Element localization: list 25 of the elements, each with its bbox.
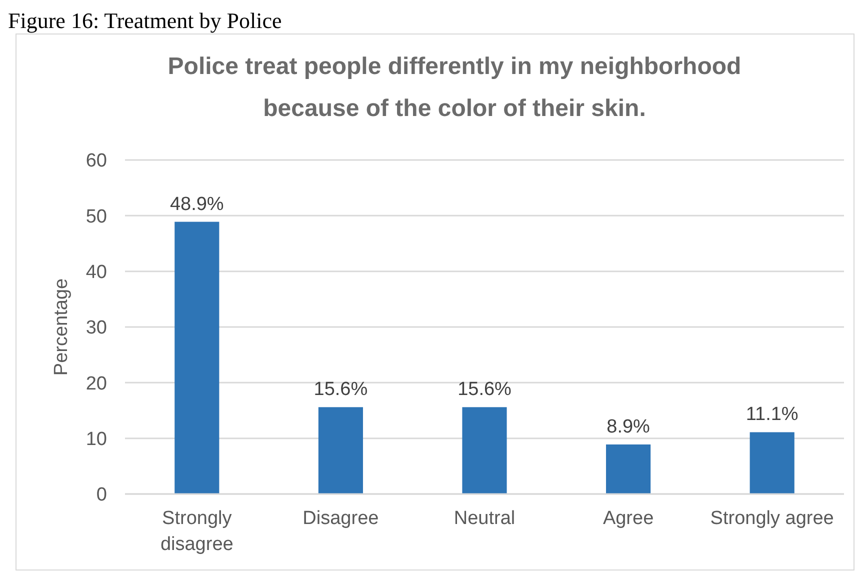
data-label: 15.6% <box>314 379 368 400</box>
data-label: 15.6% <box>458 379 512 400</box>
bar <box>174 222 220 494</box>
data-label: 11.1% <box>746 404 798 426</box>
y-axis-title: Percentage <box>51 278 72 376</box>
caption: Figure 16: Treatment by Police <box>8 8 282 33</box>
x-tick-label: Strongly agree <box>710 508 834 529</box>
y-tick-label: 30 <box>86 318 107 339</box>
data-label: 48.9% <box>170 194 224 215</box>
bar <box>318 407 363 494</box>
x-tick-label: Agree <box>602 508 654 529</box>
data-label: 8.9% <box>606 416 650 438</box>
bar <box>606 444 651 494</box>
x-tick-label: Strongly disagree <box>160 508 234 555</box>
y-tick-label: 0 <box>96 484 107 506</box>
bar <box>462 407 507 494</box>
x-tick-label: Disagree <box>302 508 379 529</box>
bar <box>750 432 794 494</box>
y-tick-label: 50 <box>86 206 107 228</box>
y-tick-label: 10 <box>86 428 107 450</box>
y-tick-label: 60 <box>86 150 107 172</box>
y-tick-label: 20 <box>86 373 107 394</box>
chart-title: Police treat people differently in my neighborhood because of the color of their skin. <box>168 53 742 122</box>
x-tick-label: Neutral <box>454 508 516 529</box>
y-tick-label: 40 <box>86 262 107 283</box>
